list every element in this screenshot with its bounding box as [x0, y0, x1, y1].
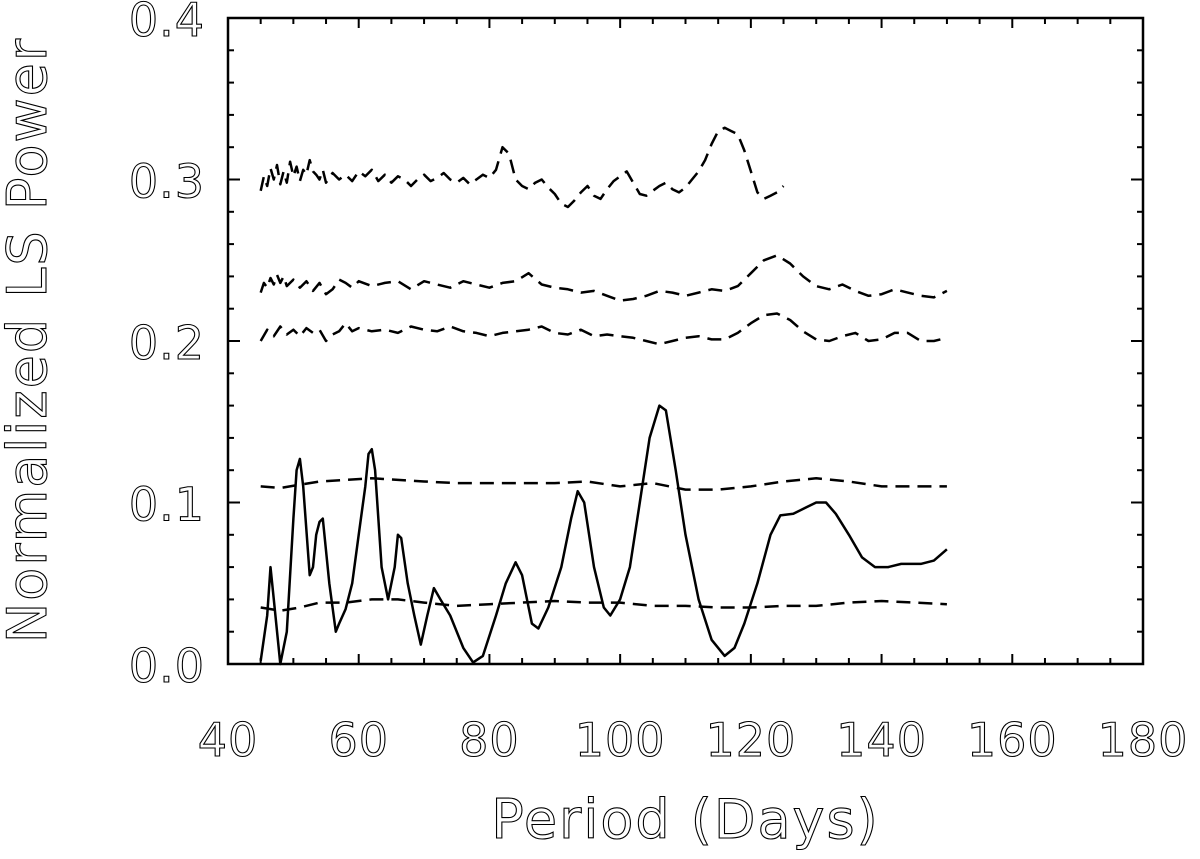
x-tick-label: 80 — [459, 713, 520, 767]
plot-frame — [226, 16, 1145, 666]
label-layer: 40 60 80 100 120 140 160 180 0.0 0.1 0.2 0.3 0.4 — [128, 0, 1189, 768]
series-line-5 — [259, 254, 948, 302]
series-line-3 — [260, 477, 947, 491]
x-tick-label: 120 — [705, 713, 796, 767]
series-layer — [259, 126, 948, 666]
x-axis-label: Period (Days) — [491, 788, 879, 851]
x-tick-label: 100 — [575, 713, 666, 767]
x-tick-label: 180 — [1098, 713, 1189, 767]
x-tick-label: 40 — [198, 713, 259, 767]
series-line-1 — [259, 404, 948, 666]
y-tick-label: 0.2 — [129, 316, 205, 370]
y-tick-label: 0.3 — [129, 155, 205, 209]
series-line-2 — [260, 598, 947, 612]
x-tick-label: 60 — [328, 713, 389, 767]
tick-layer — [227, 17, 1144, 665]
series-line-6 — [259, 126, 785, 209]
x-tick-label: 140 — [836, 713, 927, 767]
y-axis-label: Normalized LS Power — [0, 37, 59, 643]
x-tick-label: 160 — [967, 713, 1058, 767]
y-tick-label: 0.1 — [129, 478, 205, 532]
y-tick-label: 0.4 — [129, 0, 205, 47]
series-line-4 — [259, 312, 948, 346]
y-tick-label: 0.0 — [129, 639, 205, 693]
